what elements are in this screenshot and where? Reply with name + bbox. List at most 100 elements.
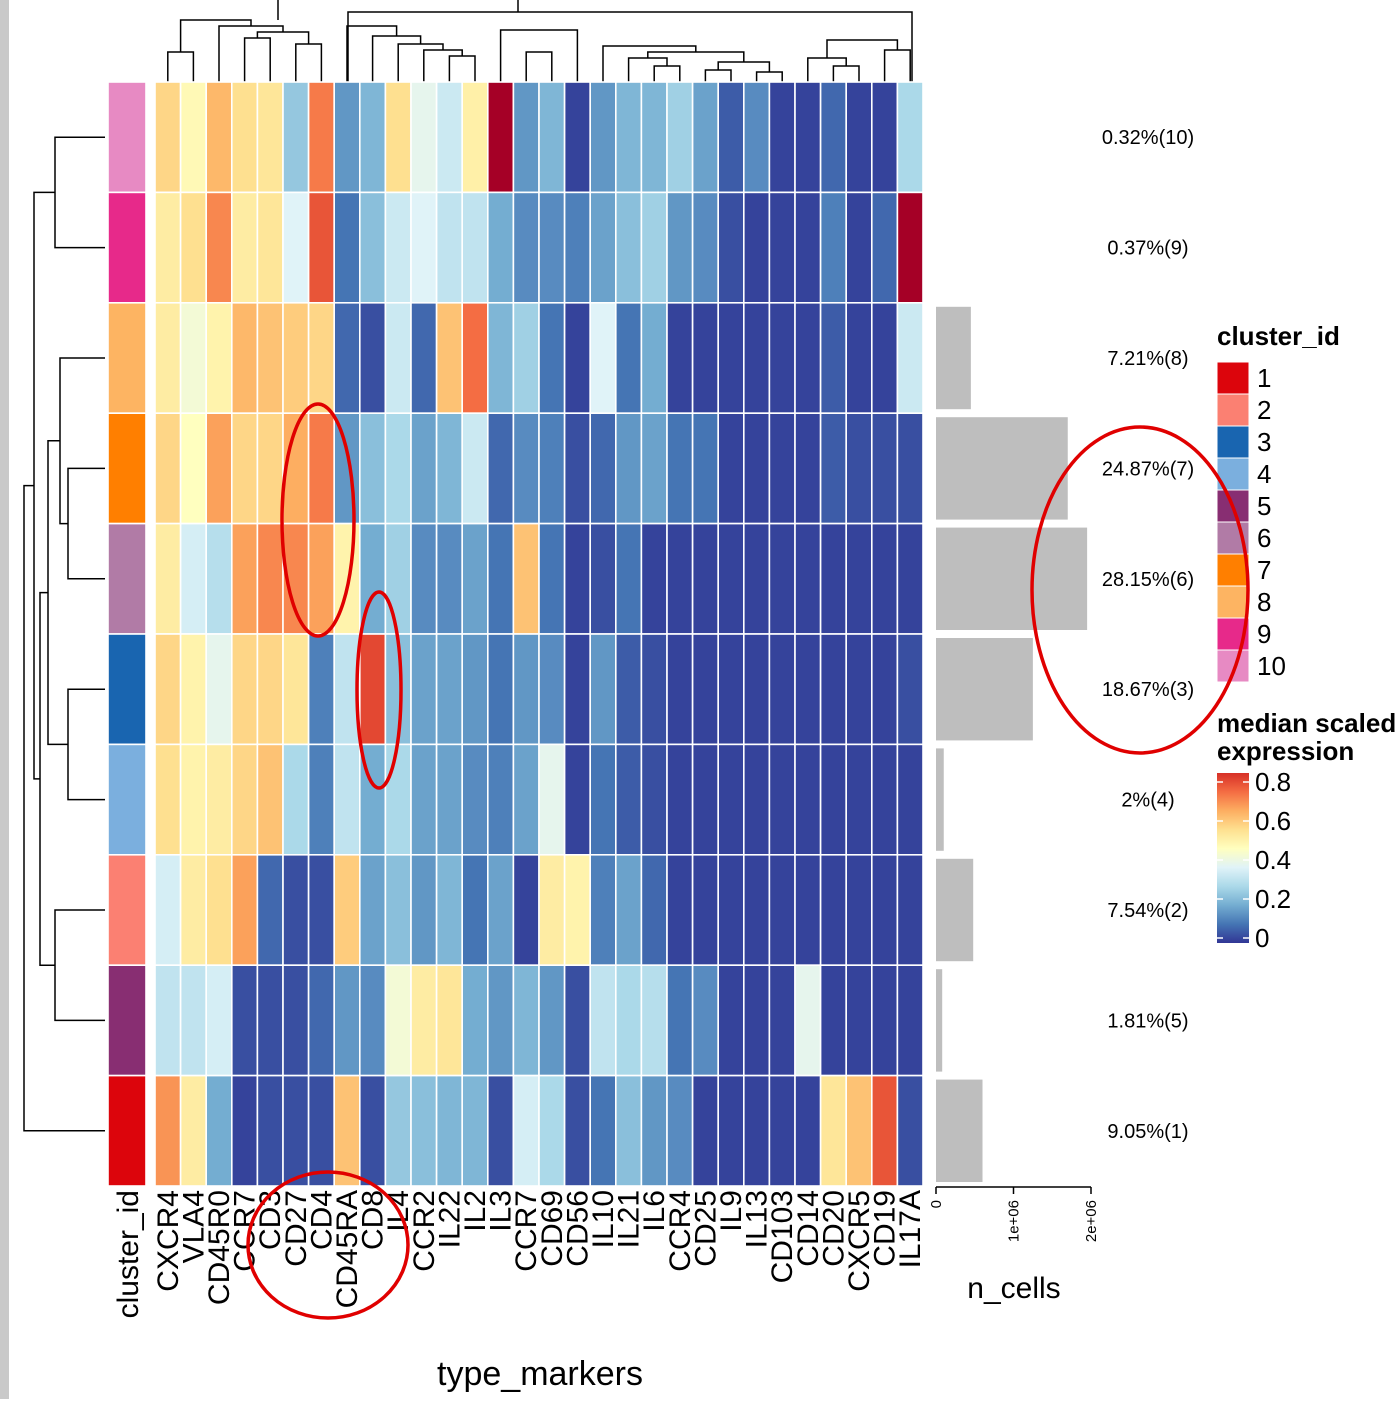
heatmap-cell	[384, 1074, 412, 1187]
heatmap-cell	[742, 191, 771, 304]
heatmap-cell	[666, 412, 694, 525]
percentage-label: 2%(4)	[1121, 790, 1174, 812]
heatmap-cell	[691, 81, 719, 194]
heatmap-cell	[154, 191, 182, 304]
heatmap-cell	[563, 853, 591, 966]
marker-label: CD25	[689, 1190, 722, 1267]
heatmap-cell	[666, 191, 694, 304]
heatmap-cell	[461, 81, 489, 194]
column-dendrogram-branch	[525, 51, 553, 82]
heatmap-cell	[845, 81, 873, 194]
heatmap-cell	[742, 301, 771, 414]
cluster-annotation-cell	[107, 1074, 147, 1187]
heatmap-cell	[486, 853, 515, 966]
heatmap-cell	[179, 1074, 208, 1187]
heatmap-cell	[589, 301, 617, 414]
heatmap-cell	[256, 1074, 284, 1187]
cluster-legend-label: 9	[1257, 619, 1271, 649]
heatmap-cell	[896, 81, 924, 194]
cluster-legend-title: cluster_id	[1217, 321, 1340, 351]
heatmap-cell	[794, 743, 822, 856]
heatmap-cell	[205, 522, 233, 635]
heatmap-cell	[435, 191, 464, 304]
n-cells-bar	[936, 527, 1088, 630]
heatmap-cell	[333, 191, 361, 304]
heatmap-cell	[742, 1074, 771, 1187]
cluster-legend-label: 3	[1257, 427, 1271, 457]
heatmap-cell	[870, 522, 899, 635]
heatmap-cell	[538, 191, 566, 304]
cluster-legend-label: 2	[1257, 395, 1271, 425]
heatmap-cell	[640, 1074, 668, 1187]
heatmap-cell	[154, 853, 182, 966]
heatmap-cell	[231, 301, 259, 414]
heatmap-cell	[384, 853, 412, 966]
row-dendrogram-branch	[67, 467, 105, 580]
heatmap-cell	[538, 522, 566, 635]
heatmap-cell	[640, 853, 668, 966]
heatmap-cell	[461, 301, 489, 414]
heatmap-cell	[742, 743, 771, 856]
heatmap-cell	[640, 964, 668, 1077]
x-axis-title: type_markers	[437, 1355, 643, 1393]
heatmap-cell	[794, 633, 822, 746]
heatmap-cell	[179, 853, 208, 966]
heatmap-cell	[717, 964, 745, 1077]
heatmap-cell	[589, 853, 617, 966]
heatmap-cell	[768, 522, 796, 635]
heatmap-cell	[819, 853, 847, 966]
heatmap-cell	[307, 301, 336, 414]
percentage-label: 1.81%(5)	[1107, 1010, 1188, 1032]
heatmap-cell	[256, 301, 284, 414]
heatmap-cell	[794, 1074, 822, 1187]
n-cells-bar	[936, 306, 971, 410]
percentage-label: 7.21%(8)	[1107, 348, 1188, 370]
heatmap-cell	[410, 853, 438, 966]
annotation-ellipse-cd4	[280, 402, 356, 638]
marker-label: CD14	[792, 1190, 825, 1267]
marker-label: CCR7	[229, 1190, 262, 1272]
column-dendrogram-branch	[627, 57, 668, 82]
heatmap-cell	[614, 522, 643, 635]
heatmap-cell	[845, 964, 873, 1077]
annotation-circle-labels	[246, 1170, 410, 1320]
heatmap-cell	[896, 301, 924, 414]
heatmap-cell	[410, 964, 438, 1077]
window-edge	[0, 0, 9, 1399]
heatmap-cell	[589, 743, 617, 856]
heatmap-cell	[717, 1074, 745, 1187]
heatmap-cell	[512, 301, 540, 414]
heatmap-cell	[256, 81, 284, 194]
heatmap-cell	[486, 412, 515, 525]
cluster-annotation-cell	[107, 191, 147, 304]
heatmap-cell	[614, 853, 643, 966]
heatmap-cell	[231, 964, 259, 1077]
cluster-annotation-cell	[107, 633, 147, 746]
heatmap-cell	[819, 633, 847, 746]
heatmap-cell	[282, 853, 310, 966]
heatmap-cell	[307, 412, 336, 525]
heatmap-cell	[384, 81, 412, 194]
heatmap-cell	[307, 522, 336, 635]
column-dendrogram-branch	[243, 37, 271, 82]
row-dendrogram-branch	[67, 688, 105, 801]
heatmap-cell	[768, 633, 796, 746]
marker-label: IL13	[741, 1190, 774, 1248]
expression-legend-title: median scaled	[1217, 708, 1396, 738]
marker-label: IL6	[638, 1190, 671, 1232]
heatmap-cell	[691, 1074, 719, 1187]
heatmap-cell	[486, 81, 515, 194]
heatmap-cell	[461, 964, 489, 1077]
heatmap-cell	[768, 301, 796, 414]
heatmap-cell	[486, 1074, 515, 1187]
column-dendrogram-branch	[647, 51, 745, 62]
heatmap-cell	[333, 743, 361, 856]
heatmap-cell	[486, 964, 515, 1077]
heatmap-cell	[461, 743, 489, 856]
cluster-annotation-cell	[107, 412, 147, 525]
heatmap-cell	[717, 743, 745, 856]
n-cells-tick-label: 2e+06	[1083, 1200, 1100, 1242]
column-dendrogram-branch	[448, 55, 476, 82]
